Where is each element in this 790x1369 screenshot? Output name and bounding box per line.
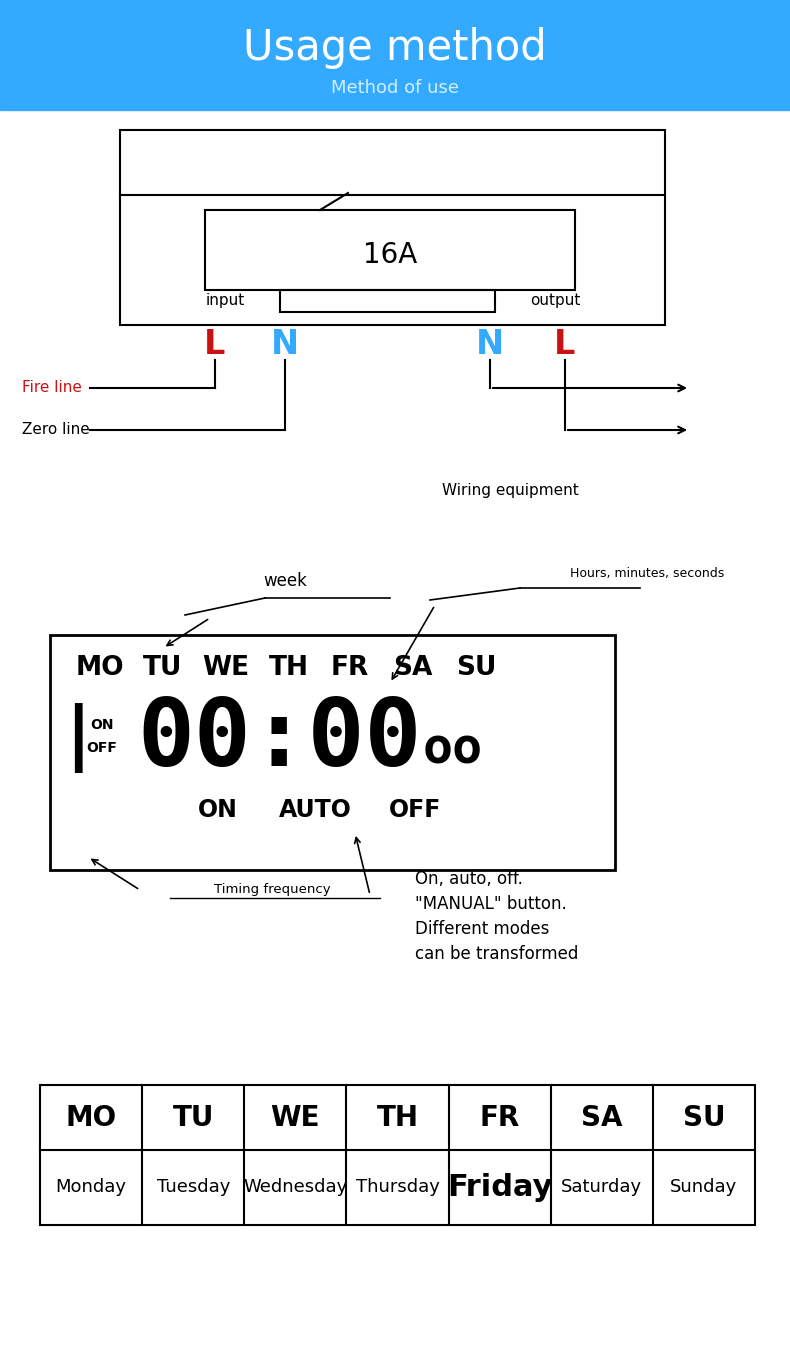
- Text: Friday: Friday: [447, 1173, 552, 1202]
- Bar: [120, 130, 665, 324]
- Text: FR: FR: [480, 1103, 520, 1132]
- Text: L: L: [205, 329, 226, 361]
- Bar: [205, 209, 575, 290]
- Text: On, auto, off.
"MANUAL" button.
Different modes
can be transformed: On, auto, off. "MANUAL" button. Differen…: [415, 871, 578, 962]
- Text: SA: SA: [581, 1103, 623, 1132]
- Text: TU: TU: [143, 654, 182, 680]
- Text: ON: ON: [90, 717, 114, 732]
- Text: Wednesday: Wednesday: [243, 1179, 348, 1197]
- Text: Fire line: Fire line: [22, 381, 82, 396]
- Text: Monday: Monday: [55, 1179, 126, 1197]
- Text: ON: ON: [198, 798, 238, 821]
- Text: Wiring equipment: Wiring equipment: [442, 482, 578, 497]
- Text: Sunday: Sunday: [670, 1179, 738, 1197]
- Text: WE: WE: [202, 654, 250, 680]
- Text: WE: WE: [271, 1103, 320, 1132]
- Text: MO: MO: [66, 1103, 117, 1132]
- Text: TU: TU: [172, 1103, 214, 1132]
- Text: OFF: OFF: [389, 798, 441, 821]
- Bar: [0, 0, 790, 110]
- Text: SU: SU: [683, 1103, 725, 1132]
- Text: FR: FR: [331, 654, 369, 680]
- Text: 00:00: 00:00: [137, 694, 422, 786]
- Text: TH: TH: [377, 1103, 419, 1132]
- Text: Tuesday: Tuesday: [156, 1179, 230, 1197]
- Text: Hours, minutes, seconds: Hours, minutes, seconds: [570, 567, 724, 580]
- Text: N: N: [476, 329, 504, 361]
- Text: Saturday: Saturday: [561, 1179, 642, 1197]
- Text: input: input: [205, 293, 245, 308]
- Text: Thursday: Thursday: [356, 1179, 439, 1197]
- Text: N: N: [271, 329, 299, 361]
- Text: SA: SA: [393, 654, 433, 680]
- Text: oo: oo: [423, 726, 483, 773]
- Bar: [50, 635, 615, 871]
- Text: 16A: 16A: [363, 241, 417, 268]
- Text: MO: MO: [76, 654, 124, 680]
- Text: output: output: [530, 293, 580, 308]
- Bar: [280, 290, 495, 312]
- Text: Usage method: Usage method: [243, 27, 547, 68]
- Text: Method of use: Method of use: [331, 79, 459, 97]
- Text: SU: SU: [456, 654, 496, 680]
- Bar: [40, 1086, 755, 1225]
- Text: |: |: [66, 704, 91, 773]
- Text: OFF: OFF: [87, 741, 118, 754]
- Text: L: L: [555, 329, 576, 361]
- Text: TH: TH: [269, 654, 309, 680]
- Text: Zero line: Zero line: [22, 423, 90, 438]
- Text: AUTO: AUTO: [279, 798, 352, 821]
- Text: week: week: [263, 572, 307, 590]
- Text: Timing frequency: Timing frequency: [213, 883, 330, 897]
